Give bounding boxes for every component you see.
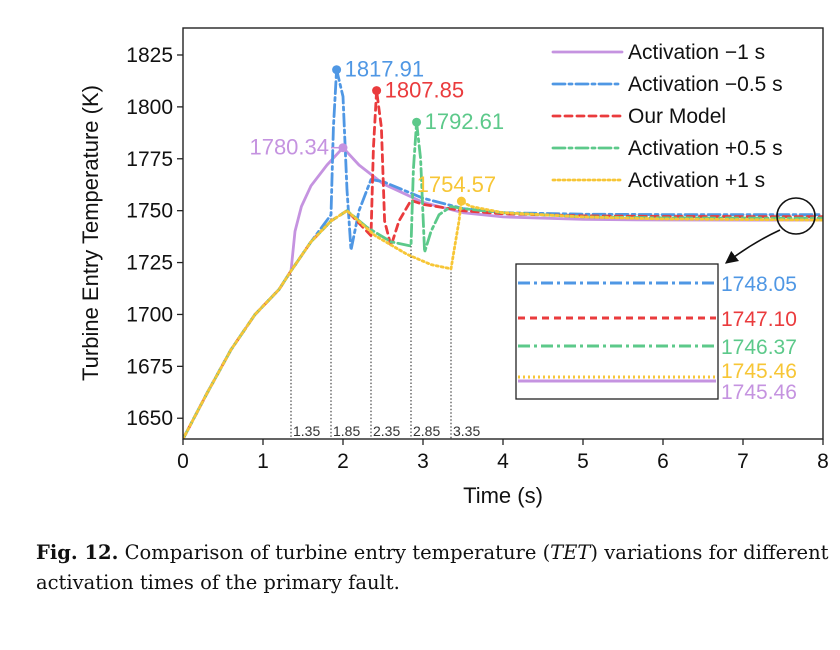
y-tick-label: 1775 bbox=[126, 148, 173, 171]
activation-label: 3.35 bbox=[453, 423, 480, 439]
x-tick-label: 5 bbox=[577, 450, 589, 473]
tet-chart: 1.35 1.85 2.35 2.85 3.35 1780.34 1817.911807.… bbox=[78, 27, 829, 508]
y-axis-label: Turbine Entry Temperature (K) bbox=[78, 85, 103, 381]
peak-point bbox=[456, 196, 466, 206]
inset-value: 1748.05 bbox=[721, 273, 797, 296]
peak-label: 1807.85 bbox=[385, 78, 465, 103]
x-axis-ticks: 0 1 2 3 4 5 6 7 8 bbox=[177, 439, 829, 473]
zoom-arrow bbox=[724, 229, 781, 264]
y-tick-label: 1750 bbox=[126, 200, 173, 223]
activation-label: 1.35 bbox=[293, 423, 320, 439]
peak-point bbox=[338, 143, 348, 153]
x-tick-label: 6 bbox=[657, 450, 669, 473]
peak-points bbox=[332, 65, 466, 206]
caption-label: Fig. 12. bbox=[36, 541, 119, 564]
peak-label: 1792.61 bbox=[425, 109, 505, 134]
inset-value: 1745.46 bbox=[721, 360, 797, 383]
inset-value: 1745.46 bbox=[721, 381, 797, 404]
legend-label: Activation −0.5 s bbox=[628, 73, 783, 96]
activation-label: 1.85 bbox=[333, 423, 360, 439]
peak-point bbox=[372, 86, 382, 96]
figure-caption: Fig. 12. Comparison of turbine entry tem… bbox=[36, 538, 836, 598]
series-line bbox=[183, 199, 823, 439]
caption-italic: TET bbox=[550, 541, 591, 564]
inset-value: 1747.10 bbox=[721, 308, 797, 331]
caption-text-before: Comparison of turbine entry temperature … bbox=[118, 541, 551, 564]
peak-point bbox=[412, 117, 422, 127]
peak-label: 1754.57 bbox=[417, 172, 497, 197]
y-tick-label: 1700 bbox=[126, 303, 173, 326]
peak-label: 1817.91 bbox=[345, 57, 425, 82]
x-tick-label: 7 bbox=[737, 450, 749, 473]
activation-markers: 1.35 1.85 2.35 2.85 3.35 bbox=[290, 214, 480, 439]
x-tick-label: 1 bbox=[257, 450, 269, 473]
legend-label: Activation +1 s bbox=[628, 169, 765, 192]
inset-value: 1746.37 bbox=[721, 336, 797, 359]
y-tick-label: 1825 bbox=[126, 44, 173, 67]
series-lines bbox=[183, 68, 823, 439]
caption-text-after: ) variations for different bbox=[590, 541, 829, 564]
y-tick-label: 1725 bbox=[126, 252, 173, 275]
y-tick-label: 1675 bbox=[126, 355, 173, 378]
activation-label: 2.85 bbox=[413, 423, 440, 439]
x-tick-label: 2 bbox=[337, 450, 349, 473]
x-tick-label: 0 bbox=[177, 450, 189, 473]
legend-label: Our Model bbox=[628, 105, 726, 128]
caption-line2: activation times of the primary fault. bbox=[36, 571, 400, 594]
x-tick-label: 4 bbox=[497, 450, 509, 473]
y-tick-label: 1650 bbox=[126, 407, 173, 430]
zoom-circle bbox=[776, 197, 816, 235]
peak-label: 1780.34 bbox=[249, 135, 329, 160]
legend-label: Activation −1 s bbox=[628, 41, 765, 64]
y-tick-label: 1800 bbox=[126, 96, 173, 119]
x-tick-label: 8 bbox=[817, 450, 829, 473]
peak-point bbox=[332, 65, 342, 75]
legend-label: Activation +0.5 s bbox=[628, 137, 783, 160]
y-axis-ticks: 1650 1675 1700 1725 1750 1775 1800 1825 bbox=[126, 44, 183, 430]
legend: Activation −1 s Activation −0.5 s Our Mode… bbox=[551, 41, 783, 192]
x-axis-label: Time (s) bbox=[463, 483, 543, 508]
x-tick-label: 3 bbox=[417, 450, 429, 473]
activation-label: 2.35 bbox=[373, 423, 400, 439]
